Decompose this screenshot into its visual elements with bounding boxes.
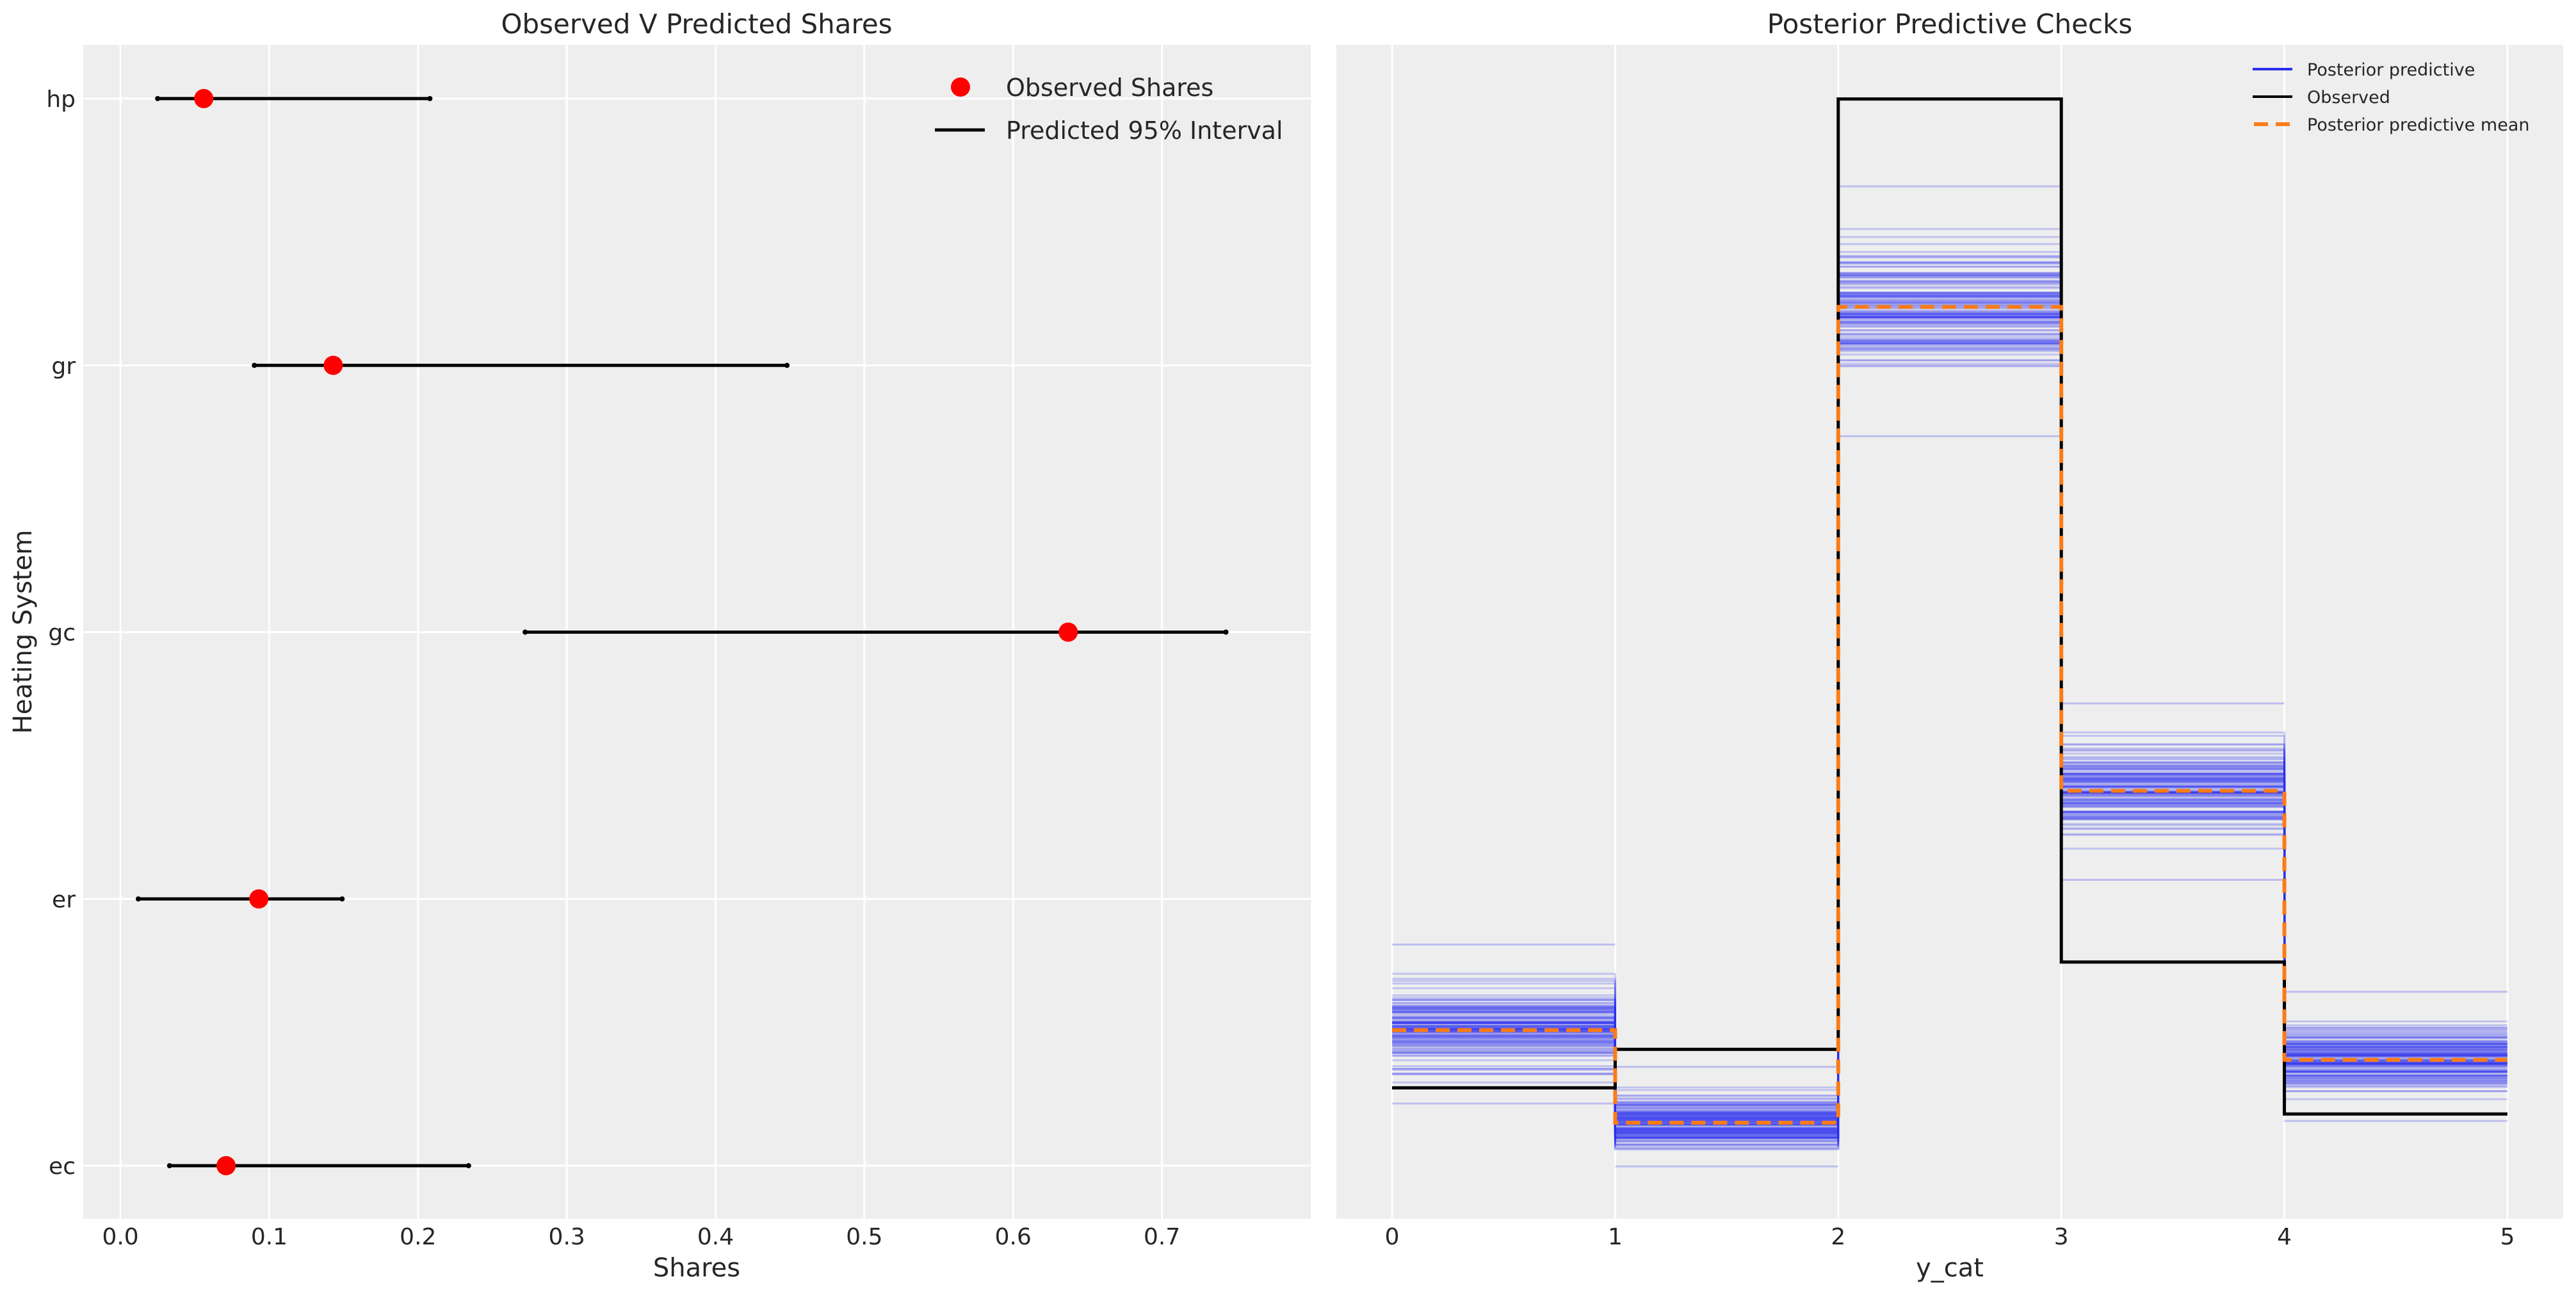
left-legend: Observed Shares Predicted 95% Interval	[935, 74, 1283, 145]
right-x-tick-labels: 0 1 2 3 4 5	[1385, 1224, 2515, 1250]
observed-vs-predicted-panel: 0.0 0.1 0.2 0.3 0.4 0.5 0.6 0.7 hp gr gc er ec Obse…	[8, 8, 1311, 1283]
posterior-mean-step-path	[1392, 305, 2507, 1125]
legend-observed-label: Observed Shares	[1006, 74, 1213, 102]
interval-cap-high-hp	[427, 96, 433, 101]
legend-interval-label: Predicted 95% Interval	[1006, 117, 1283, 145]
interval-cap-low-gr	[252, 362, 257, 368]
left-x-tick-label: 0.7	[1144, 1224, 1180, 1250]
right-x-tick-label: 0	[1385, 1224, 1400, 1250]
left-y-tick-label: er	[52, 887, 76, 913]
legend-posterior-label: Posterior predictive	[2307, 60, 2475, 80]
left-y-tick-label: ec	[49, 1154, 76, 1180]
left-y-tick-labels: hp gr gc er ec	[46, 86, 76, 1180]
interval-cap-high-er	[339, 896, 345, 902]
left-x-tick-label: 0.5	[846, 1224, 882, 1250]
interval-cap-high-gr	[784, 362, 790, 368]
observed-point-gc	[1058, 622, 1078, 642]
interval-cap-high-ec	[466, 1163, 471, 1168]
observed-point-ec	[216, 1156, 236, 1175]
interval-cap-high-gc	[1223, 629, 1229, 635]
left-x-tick-label: 0.3	[549, 1224, 585, 1250]
left-x-tick-label: 0.1	[251, 1224, 288, 1250]
left-x-tick-label: 0.2	[400, 1224, 436, 1250]
right-x-tick-label: 1	[1608, 1224, 1623, 1250]
interval-cap-low-gc	[522, 629, 528, 635]
observed-point-gr	[323, 355, 343, 375]
posterior-mean-step-line	[1392, 305, 2507, 1125]
observed-point-hp	[194, 89, 214, 108]
interval-cap-low-er	[135, 896, 141, 902]
left-x-tick-label: 0.6	[995, 1224, 1032, 1250]
right-x-tick-label: 2	[1831, 1224, 1845, 1250]
right-plot-area	[1336, 45, 2563, 1219]
left-x-axis-label: Shares	[653, 1253, 740, 1283]
observed-point-er	[249, 889, 269, 909]
left-y-axis-label: Heating System	[8, 530, 38, 734]
right-legend: Posterior predictive Observed Posterior …	[2253, 60, 2529, 135]
legend-observed-marker	[951, 77, 970, 97]
left-x-tick-label: 0.4	[697, 1224, 734, 1250]
left-x-tick-label: 0.0	[102, 1224, 138, 1250]
left-marks	[135, 89, 1229, 1175]
interval-cap-low-ec	[166, 1163, 172, 1168]
right-chart-title: Posterior Predictive Checks	[1767, 8, 2132, 40]
right-x-axis-label: y_cat	[1916, 1253, 1984, 1283]
interval-cap-low-hp	[155, 96, 161, 101]
left-chart-title: Observed V Predicted Shares	[501, 8, 892, 40]
right-x-tick-label: 3	[2054, 1224, 2069, 1250]
legend-mean-label: Posterior predictive mean	[2307, 115, 2529, 135]
right-x-tick-label: 4	[2277, 1224, 2292, 1250]
left-y-tick-label: gc	[48, 620, 76, 647]
posterior-predictive-panel: 0 1 2 3 4 5 Posterior Predictive Checks y_cat…	[1336, 8, 2563, 1283]
legend-observed-step-label: Observed	[2307, 88, 2390, 108]
right-x-tick-label: 5	[2500, 1224, 2515, 1250]
left-y-tick-label: gr	[51, 353, 76, 380]
left-x-tick-labels: 0.0 0.1 0.2 0.3 0.4 0.5 0.6 0.7	[102, 1224, 1180, 1250]
left-y-tick-label: hp	[46, 86, 76, 113]
